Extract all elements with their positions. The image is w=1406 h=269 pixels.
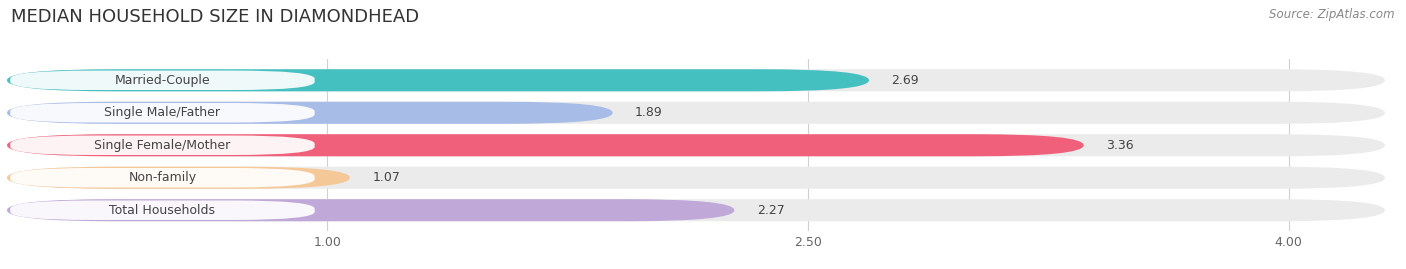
FancyBboxPatch shape — [7, 134, 1084, 156]
FancyBboxPatch shape — [7, 167, 1385, 189]
FancyBboxPatch shape — [7, 69, 869, 91]
FancyBboxPatch shape — [7, 199, 1385, 221]
Text: Married-Couple: Married-Couple — [115, 74, 211, 87]
Text: Non-family: Non-family — [128, 171, 197, 184]
Text: 3.36: 3.36 — [1107, 139, 1133, 152]
FancyBboxPatch shape — [7, 69, 1385, 91]
FancyBboxPatch shape — [7, 102, 613, 124]
Text: MEDIAN HOUSEHOLD SIZE IN DIAMONDHEAD: MEDIAN HOUSEHOLD SIZE IN DIAMONDHEAD — [11, 8, 419, 26]
FancyBboxPatch shape — [7, 102, 1385, 124]
FancyBboxPatch shape — [10, 136, 315, 155]
FancyBboxPatch shape — [10, 168, 315, 187]
FancyBboxPatch shape — [7, 199, 734, 221]
Text: Single Female/Mother: Single Female/Mother — [94, 139, 231, 152]
Text: 2.69: 2.69 — [891, 74, 920, 87]
FancyBboxPatch shape — [10, 200, 315, 220]
Text: Source: ZipAtlas.com: Source: ZipAtlas.com — [1270, 8, 1395, 21]
Text: Single Male/Father: Single Male/Father — [104, 106, 221, 119]
FancyBboxPatch shape — [10, 103, 315, 122]
Text: Total Households: Total Households — [110, 204, 215, 217]
FancyBboxPatch shape — [7, 167, 350, 189]
Text: 1.07: 1.07 — [373, 171, 401, 184]
Text: 1.89: 1.89 — [636, 106, 662, 119]
Text: 2.27: 2.27 — [756, 204, 785, 217]
FancyBboxPatch shape — [7, 134, 1385, 156]
FancyBboxPatch shape — [10, 70, 315, 90]
